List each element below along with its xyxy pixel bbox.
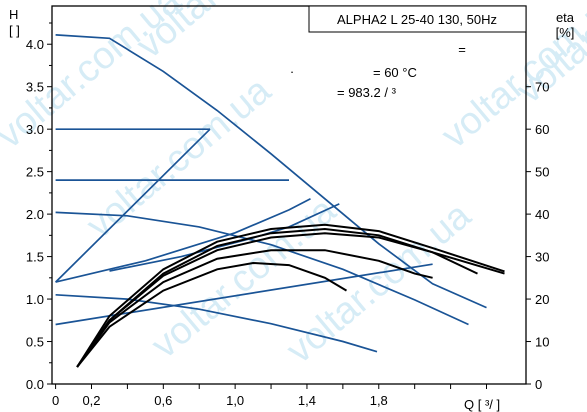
y2-tick-label: 40 [535, 207, 549, 222]
x-tick-label: 0,6 [154, 393, 172, 408]
y2-axis-title-line1: eta [556, 10, 575, 25]
efficiency-curve-line [76, 223, 505, 368]
y-axis-left: 0.0 0.5 1.0 1.5 2.0 2.5 3.0 3.5 4.0 [26, 22, 52, 392]
y2-axis-title-line2: [%] [556, 25, 575, 40]
condition-line-2: · [290, 64, 294, 79]
head-curve-line [55, 34, 487, 309]
x-tick-label: 0,2 [82, 393, 100, 408]
y-tick-label: 0.0 [26, 377, 44, 392]
head-curve-line [55, 293, 378, 353]
condition-density: = 983.2 / ³ [337, 85, 397, 100]
y-tick-label: 2.0 [26, 207, 44, 222]
x-tick-label: 1,0 [226, 393, 244, 408]
y2-tick-label: 0 [535, 377, 542, 392]
y-tick-label: 3.0 [26, 122, 44, 137]
y2-tick-label: 50 [535, 165, 549, 180]
x-tick-label: 0 [52, 393, 59, 408]
y-tick-label: 2.5 [26, 165, 44, 180]
efficiency-curve-line [76, 232, 478, 368]
y-tick-label: 0.5 [26, 335, 44, 350]
condition-line-1: = [458, 42, 466, 57]
y-axis-title-line2: [ ] [9, 23, 20, 38]
head-curve-line [55, 211, 469, 326]
plot-frame [51, 5, 527, 385]
y-tick-label: 1.0 [26, 292, 44, 307]
efficiency-curve-line [76, 249, 433, 368]
model-label: ALPHA2 L 25-40 130, 50Hz [337, 12, 497, 27]
y2-tick-label: 30 [535, 250, 549, 265]
y2-tick-label: 20 [535, 292, 549, 307]
watermark-text: voltar.com.ua [79, 69, 280, 247]
y-tick-label: 4.0 [26, 37, 44, 52]
y-tick-label: 1.5 [26, 250, 44, 265]
efficiency-curves [76, 223, 505, 368]
x-axis-title: Q [ ³/ ] [464, 397, 500, 412]
watermark-layer: voltar.com.ua voltar.com.uavoltar.com.uav… [0, 0, 587, 372]
model-label-box [308, 5, 527, 33]
head-curve-line [55, 263, 433, 326]
y-axis-right: 0 10 20 30 40 50 60 70 [526, 80, 549, 392]
watermark-text: voltar.com.ua [129, 0, 330, 67]
x-tick-label: 1,4 [298, 393, 316, 408]
head-curve-line [55, 198, 311, 283]
y-axis-title-line1: H [9, 7, 18, 22]
efficiency-curve-line [76, 261, 348, 368]
condition-temperature: = 60 °C [373, 65, 417, 80]
y2-tick-label: 70 [535, 80, 549, 95]
x-axis: 0 0,2 0,6 1,0 1,4 1,8 [52, 384, 487, 408]
y-tick-label: 3.5 [26, 80, 44, 95]
x-tick-label: 1,8 [370, 393, 388, 408]
y2-tick-label: 10 [535, 335, 549, 350]
head-curve-line [55, 128, 211, 283]
y2-tick-label: 60 [535, 122, 549, 137]
